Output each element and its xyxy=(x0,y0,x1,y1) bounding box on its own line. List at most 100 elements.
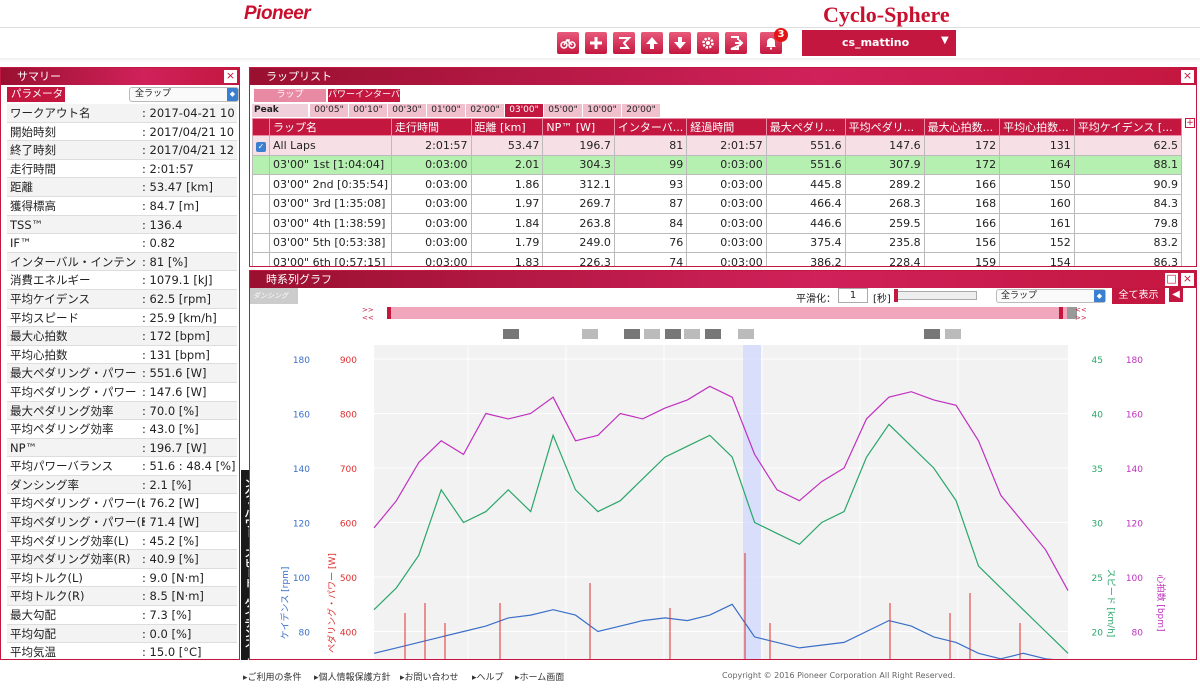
graph-lap-value: 全ラップ xyxy=(1001,291,1038,301)
axis-tick-label: 80 xyxy=(299,629,311,639)
footer-link-help[interactable]: ▸ヘルプ xyxy=(472,673,504,683)
table-cell: 159 xyxy=(923,252,1001,266)
summary-key: 平均ペダリング効率 xyxy=(10,422,114,437)
peak-power-label: Peak Power xyxy=(252,104,308,128)
column-header[interactable]: 経過時間 xyxy=(686,118,767,136)
table-cell: 228.4 xyxy=(844,252,925,266)
lap-marker xyxy=(644,329,660,339)
column-header[interactable]: ラップ名 xyxy=(269,118,393,136)
peak-power-tab[interactable]: 00'30" xyxy=(388,104,426,117)
table-cell: 166 xyxy=(923,174,1001,195)
tab-lap[interactable]: ラップ xyxy=(254,89,326,102)
summary-row: ダンシング率: 2.1 [%] xyxy=(7,475,237,495)
pioneer-logo: Pioneer xyxy=(244,3,311,24)
bike-button[interactable] xyxy=(557,32,579,54)
row-checkbox[interactable] xyxy=(251,193,271,214)
axis-tick-label: 40 xyxy=(1092,411,1104,421)
peak-power-tab[interactable]: 03'00" xyxy=(505,104,543,117)
table-cell: 154 xyxy=(999,252,1075,266)
header-divider xyxy=(0,27,1200,28)
table-cell: 2:01:57 xyxy=(391,135,472,156)
summary-value: : 71.4 [W] xyxy=(142,515,200,530)
peak-power-tab[interactable]: 00'10" xyxy=(349,104,387,117)
table-row[interactable]: 03'00" 3rd [1:35:08] 0:03:00 1.97 269.7 87 0:… xyxy=(251,193,1183,214)
table-cell: 03'00" 4th [1:38:59] xyxy=(269,213,393,234)
back-arrow-icon[interactable]: ◀ xyxy=(1169,288,1183,302)
table-cell: 79.8 xyxy=(1073,213,1183,234)
table-cell: 249.0 xyxy=(542,232,615,253)
column-header[interactable]: 平均ペダリ... xyxy=(844,118,925,136)
smoothing-slider[interactable] xyxy=(895,291,977,300)
table-cell: 62.5 xyxy=(1073,135,1183,156)
logout-button[interactable] xyxy=(725,32,747,54)
summary-key: 平均心拍数 xyxy=(10,347,68,362)
peak-power-tab[interactable]: 01'00" xyxy=(427,104,465,117)
smoothing-slider-handle[interactable] xyxy=(894,289,898,302)
table-cell: 0:03:00 xyxy=(686,252,767,266)
peak-power-tab[interactable]: 10'00" xyxy=(583,104,621,117)
column-header[interactable]: 走行時間 xyxy=(391,118,472,136)
column-header[interactable]: 平均心拍数... xyxy=(999,118,1075,136)
table-row[interactable]: 03'00" 6th [0:57:15] 0:03:00 1.83 226.3 74 0:… xyxy=(251,252,1183,266)
table-row[interactable]: ✓ All Laps 2:01:57 53.47 196.7 81 2:01:57 551.6… xyxy=(251,135,1183,156)
smoothing-input[interactable]: 1 xyxy=(838,288,868,303)
summary-row: 距離: 53.47 [km] xyxy=(7,178,237,197)
lap-table-body: ✓ All Laps 2:01:57 53.47 196.7 81 2:01:57 551.6… xyxy=(251,135,1183,266)
table-row[interactable]: 03'00" 2nd [0:35:54] 0:03:00 1.86 312.1 93 0:… xyxy=(251,174,1183,195)
table-row[interactable]: 03'00" 4th [1:38:59] 0:03:00 1.84 263.8 84 0:… xyxy=(251,213,1183,234)
column-header[interactable]: NP™ [W] xyxy=(542,118,615,136)
row-checkbox[interactable] xyxy=(251,174,271,195)
column-header[interactable]: 最大心拍数... xyxy=(923,118,1001,136)
summary-row: 平均気温: 15.0 [°C] xyxy=(7,643,237,660)
column-header[interactable]: 平均ケイデンス [... xyxy=(1073,118,1183,136)
summary-key: 平均ペダリング・パワー xyxy=(10,384,137,399)
peak-power-tab[interactable]: 05'00" xyxy=(544,104,582,117)
row-checkbox[interactable] xyxy=(251,154,271,175)
peak-power-tab[interactable]: 00'05" xyxy=(310,104,348,117)
upload-button[interactable] xyxy=(641,32,663,54)
column-header[interactable]: 最大ペダリ... xyxy=(765,118,846,136)
close-icon[interactable]: × xyxy=(1181,69,1194,83)
summary-value: : 15.0 [°C] xyxy=(142,645,202,660)
footer-link-contact[interactable]: ▸お問い合わせ xyxy=(400,673,459,683)
maximize-icon[interactable]: □ xyxy=(1165,272,1178,286)
footer-link-privacy[interactable]: ▸個人情報保護方針 xyxy=(314,673,391,683)
summary-key: 最大ペダリング・パワー xyxy=(10,366,137,381)
table-row[interactable]: 03'00" 5th [0:53:38] 0:03:00 1.79 249.0 76 0:… xyxy=(251,232,1183,253)
summary-row: 終了時刻: 2017/04/21 12 xyxy=(7,141,237,160)
row-checkbox[interactable]: ✓ xyxy=(251,135,271,156)
close-icon[interactable]: × xyxy=(224,69,237,83)
row-checkbox[interactable] xyxy=(251,213,271,234)
column-header[interactable]: 距離 [km] xyxy=(470,118,544,136)
peak-power-tab[interactable]: 20'00" xyxy=(622,104,660,117)
table-cell: 0:03:00 xyxy=(686,232,767,253)
footer-link-home[interactable]: ▸ホーム画面 xyxy=(515,673,565,683)
axis-label: 心拍数 [bpm] xyxy=(1155,574,1167,631)
lap-table-header: ラップ名 走行時間 距離 [km] NP™ [W] インターバ... 経過時間 最大ペダリ.… xyxy=(251,118,1183,136)
peak-power-tab[interactable]: 02'00" xyxy=(466,104,504,117)
download-button[interactable] xyxy=(669,32,691,54)
axis-tick-label: 80 xyxy=(1132,629,1144,639)
table-cell: 172 xyxy=(923,154,1001,175)
close-icon[interactable]: × xyxy=(1181,272,1194,286)
smoothing-label: 平滑化： xyxy=(796,294,836,305)
tab-power-interval[interactable]: パワーインターバル xyxy=(328,89,400,113)
user-dropdown[interactable]: cs_mattino ▼ xyxy=(802,30,956,56)
timeseries-chart[interactable]: >><<<<>>18016014012010080900800700600500… xyxy=(250,303,1196,660)
table-row[interactable]: 03'00" 1st [1:04:04] 0:03:00 2.01 304.3 99 0:… xyxy=(251,154,1183,175)
column-header[interactable]: インターバ... xyxy=(613,118,688,136)
summary-value: : 43.0 [%] xyxy=(142,422,199,437)
row-checkbox[interactable] xyxy=(251,252,271,266)
add-column-button[interactable]: + xyxy=(1185,118,1195,128)
add-button[interactable] xyxy=(585,32,607,54)
table-cell: 0:03:00 xyxy=(686,193,767,214)
graph-lap-select[interactable]: 全ラップ ◆ xyxy=(996,289,1106,303)
settings-button[interactable] xyxy=(697,32,719,54)
summary-lap-select[interactable]: 全ラップ ◆ xyxy=(129,87,239,102)
show-all-button[interactable]: 全て表示 xyxy=(1112,288,1165,304)
checkbox-icon[interactable]: ✓ xyxy=(256,141,267,152)
row-checkbox[interactable] xyxy=(251,232,271,253)
wattmeter-button[interactable] xyxy=(613,32,635,54)
footer-link-terms[interactable]: ▸ご利用の条件 xyxy=(243,673,302,683)
table-cell: 0:03:00 xyxy=(686,174,767,195)
